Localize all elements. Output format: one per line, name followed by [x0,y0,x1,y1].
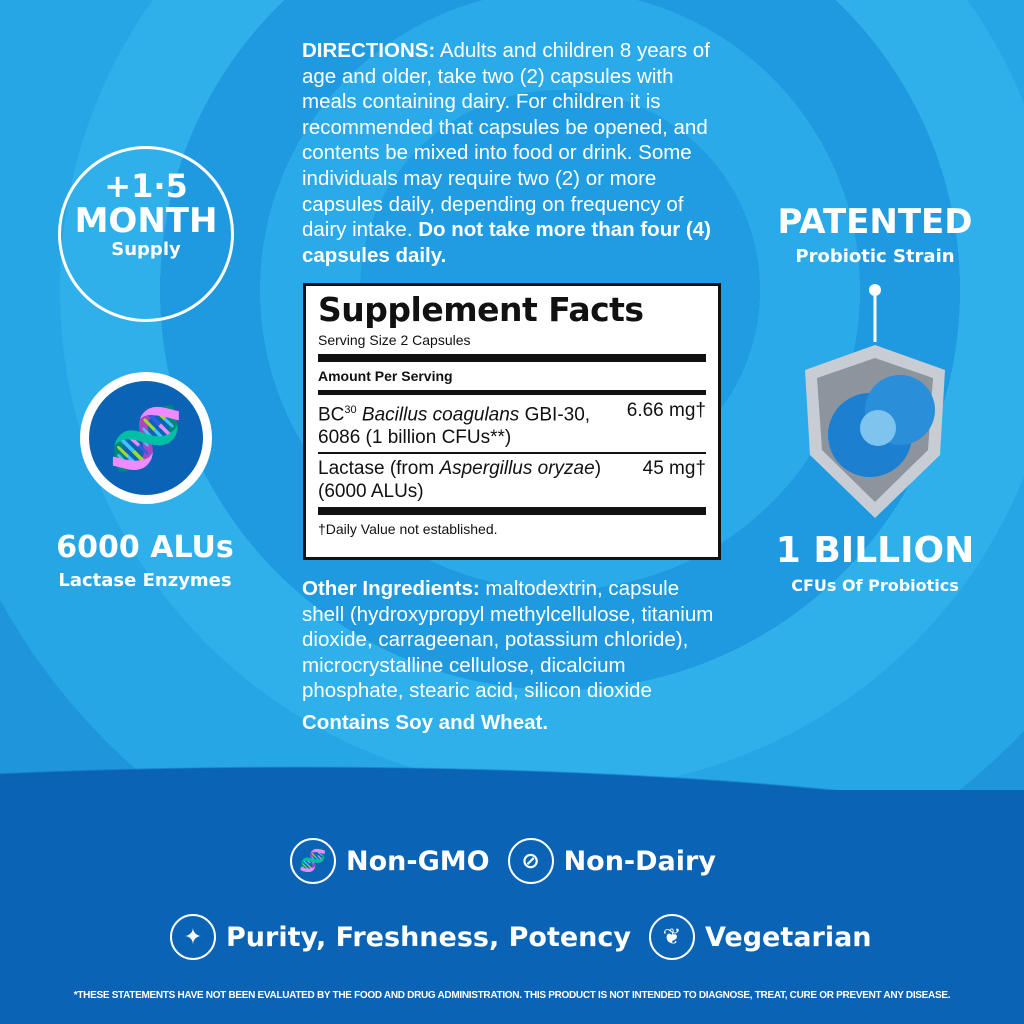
serving-size: Serving Size 2 Capsules [318,332,471,348]
amount-header: Amount Per Serving [318,368,453,384]
facts-row: Lactase (from Aspergillus oryzae) (6000 … [318,458,706,503]
divider [318,507,706,516]
divider [318,452,706,455]
feature-purity: ✦ Purity, Freshness, Potency [170,914,631,960]
supply-badge: +1·5 MONTH Supply [58,146,234,322]
capsule-shield-icon [805,284,945,518]
leaf-icon: ❦ [649,914,695,960]
divider [318,354,706,362]
feature-non-gmo: 🧬 Non-GMO [290,838,490,884]
facts-title: Supplement Facts [318,290,644,329]
dna-badge: 🧬 [80,372,212,504]
allergens: Contains Soy and Wheat. [302,710,549,734]
feature-vegetarian: ❦ Vegetarian [649,914,872,960]
sparkle-icon: ✦ [170,914,216,960]
facts-footnote: †Daily Value not established. [318,521,498,538]
supplement-facts: Supplement Facts Serving Size 2 Capsules… [303,283,721,560]
other-ingredients: Other Ingredients: maltodextrin, capsule… [302,576,722,736]
directions: DIRECTIONS: Adults and children 8 years … [302,39,711,267]
dna-icon: 🧬 [290,838,336,884]
feature-non-dairy: ⊘ Non-Dairy [507,838,716,884]
facts-row: BC30 Bacillus coagulans GBI-30, 6086 (1 … [318,400,706,449]
dna-icon: 🧬 [89,381,203,495]
no-milk-icon: ⊘ [507,838,554,884]
fda-disclaimer: *THESE STATEMENTS HAVE NOT BEEN EVALUATE… [73,990,951,1001]
divider [318,390,706,395]
